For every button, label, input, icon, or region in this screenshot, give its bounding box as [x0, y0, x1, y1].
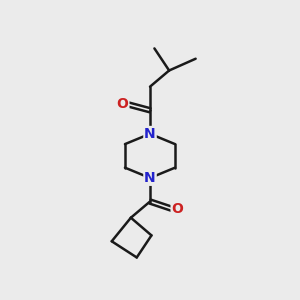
Text: N: N: [144, 171, 156, 185]
Text: O: O: [171, 202, 183, 216]
Text: O: O: [117, 98, 129, 111]
Text: N: N: [144, 127, 156, 141]
